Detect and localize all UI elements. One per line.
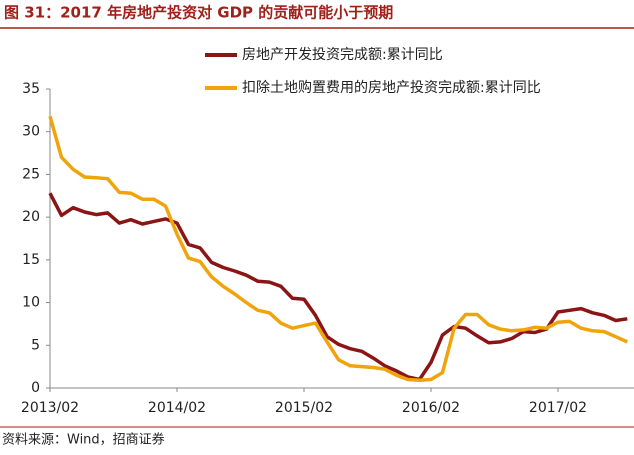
series-line (48, 192, 628, 382)
legend-label: 房地产开发投资完成额:累计同比 (242, 47, 443, 63)
x-tick-label: 2017/02 (529, 400, 587, 416)
x-tick-label: 2016/02 (402, 400, 460, 416)
y-tick-label: 30 (22, 124, 40, 140)
y-tick-label: 35 (22, 81, 40, 97)
y-tick-label: 10 (22, 295, 40, 311)
y-tick-label: 15 (22, 252, 40, 268)
y-tick-label: 0 (31, 380, 40, 396)
legend-label: 扣除土地购置费用的房地产投资完成额:累计同比 (242, 80, 541, 96)
y-tick-label: 20 (22, 209, 40, 225)
chart-title: 图 31：2017 年房地产投资对 GDP 的贡献可能小于预期 (4, 4, 393, 22)
y-tick-label: 25 (22, 166, 40, 182)
x-tick-label: 2014/02 (148, 400, 206, 416)
x-tick-label: 2013/02 (21, 400, 79, 416)
source: 资料来源：Wind，招商证券 (2, 432, 165, 448)
y-tick-label: 5 (31, 337, 40, 353)
x-tick-label: 2015/02 (275, 400, 333, 416)
series-line (48, 115, 629, 383)
